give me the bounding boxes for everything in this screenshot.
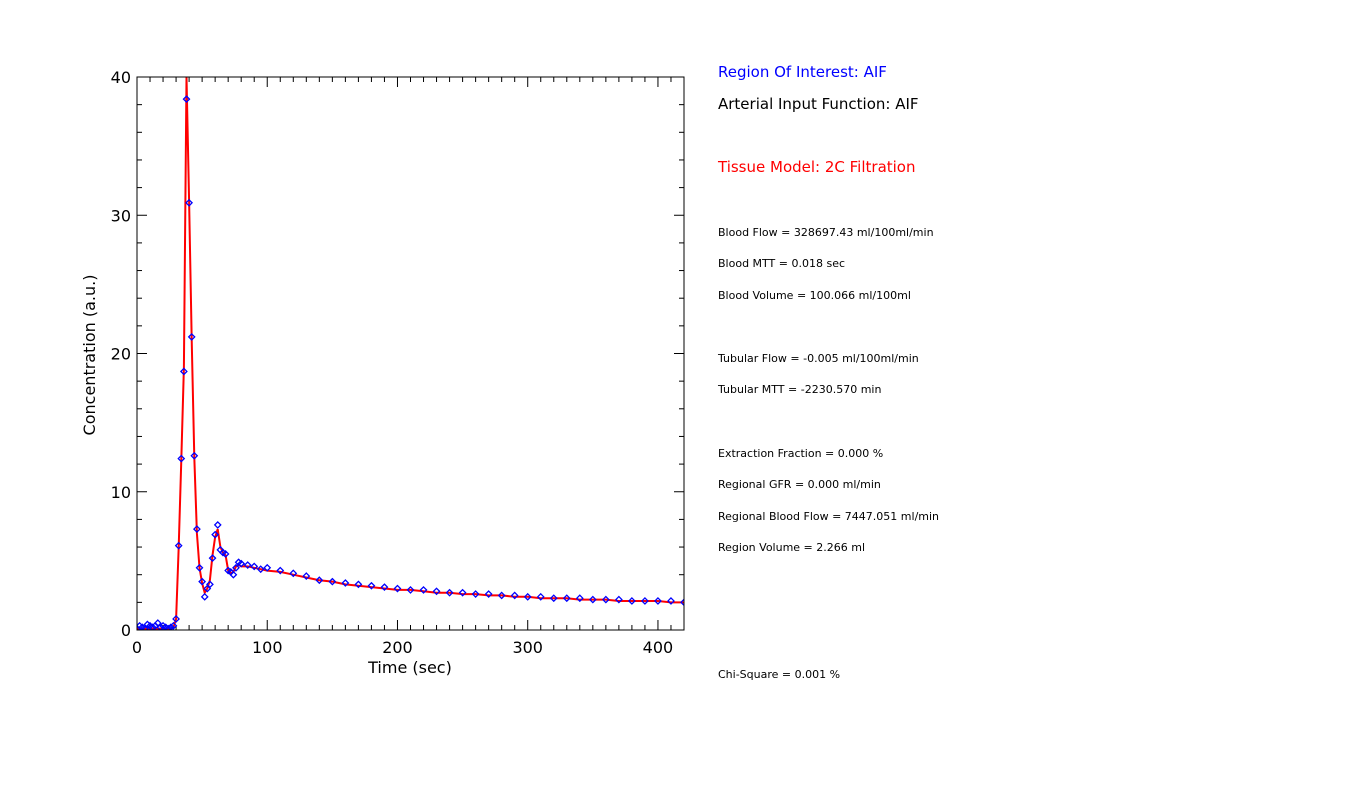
y-tick-label: 20 [111,345,131,364]
y-tick-label: 10 [111,483,131,502]
data-point [549,594,558,603]
data-point [148,623,157,630]
data-point [232,563,240,572]
data-point [289,569,298,578]
data-point [302,572,311,581]
data-point [432,587,441,596]
data-point [250,562,259,571]
x-tick-label: 400 [643,638,674,657]
plot-frame [136,76,685,631]
data-point [221,550,230,558]
blood-flow-stat: Blood Flow = 328697.43 ml/100ml/min [718,226,934,239]
x-tick-label: 100 [252,638,283,657]
data-point [484,590,493,598]
data-point [510,591,519,600]
data-point [367,581,376,590]
data-point [276,566,285,575]
x-tick-label: 0 [132,638,142,657]
x-axis-label: Time (sec) [367,658,452,677]
data-point [156,623,165,630]
data-point [445,588,454,597]
data-point [243,561,252,569]
data-point [497,591,506,600]
data-point [172,615,180,623]
x-tick-label: 200 [382,638,413,657]
data-point [192,525,201,533]
regional-gfr-stat: Regional GFR = 0.000 ml/min [718,478,881,491]
blood-mtt-stat: Blood MTT = 0.018 sec [718,257,846,270]
x-tick-label: 300 [512,638,543,657]
data-point [229,570,238,579]
data-point [536,592,545,601]
data-point [641,597,649,605]
chi-square-stat: Chi-Square = 0.001 % [718,668,841,681]
y-axis-label: Concentration (a.u.) [80,275,99,436]
data-point [198,577,207,586]
region-volume-stat: Region Volume = 2.266 ml [718,541,866,554]
data-point [667,597,675,605]
data-point [211,530,220,539]
data-point [315,576,324,585]
data-point [627,597,636,605]
measured-points-layer [137,95,684,630]
axis-tick-labels: 0 100 200 300 400 0 10 20 30 40 [111,68,674,657]
y-tick-label: 0 [121,621,131,640]
tubular-mtt-stat: Tubular MTT = -2230.570 min [718,383,882,396]
data-point [263,563,272,572]
data-point [354,580,363,589]
data-point [213,521,222,529]
extraction-fraction-stat: Extraction Fraction = 0.000 % [718,447,884,460]
data-point [680,598,684,607]
data-point [614,595,623,604]
data-point [471,590,480,598]
data-point [164,624,173,630]
data-point [174,541,183,550]
data-point [195,563,204,572]
data-point [179,367,188,376]
tubular-flow-stat: Tubular Flow = -0.005 ml/100ml/min [718,352,919,365]
data-point [562,594,571,603]
concentration-time-chart: 0 100 200 300 400 0 10 20 30 40 Time (sec) Concen… [80,68,685,677]
roi-label: Region Of Interest: AIF [718,63,887,81]
data-point [575,594,584,603]
axis-ticks [136,76,685,631]
data-point [256,565,265,574]
data-point [166,623,175,630]
data-point [458,588,467,597]
data-point [185,198,194,207]
data-point [182,95,191,104]
data-point [237,559,246,568]
aif-label: Arterial Input Function: AIF [718,95,919,113]
data-point [654,597,662,605]
data-point [601,595,610,604]
y-tick-label: 40 [111,68,131,87]
data-point [208,554,217,563]
data-point [200,592,209,601]
data-point [328,577,337,586]
data-point [588,595,597,604]
fit-curve [137,77,684,630]
data-point [206,580,214,589]
data-point [406,585,415,594]
data-point [177,454,186,463]
data-point [523,592,532,601]
fit-curve-layer [137,77,684,630]
y-tick-label: 30 [111,206,131,225]
regional-blood-flow-stat: Regional Blood Flow = 7447.051 ml/min [718,510,940,523]
blood-volume-stat: Blood Volume = 100.066 ml/100ml [718,289,911,302]
data-point [190,451,199,460]
data-point [169,621,178,630]
tissue-model-label: Tissue Model: 2C Filtration [718,158,916,176]
data-point [393,584,402,593]
data-point [380,583,389,592]
data-point [187,332,196,341]
data-point [419,585,428,594]
data-point [341,579,350,587]
